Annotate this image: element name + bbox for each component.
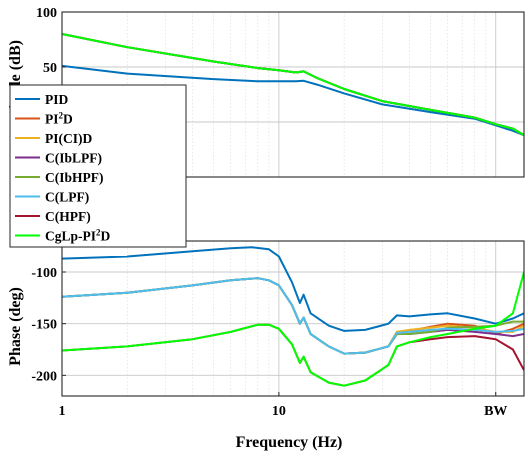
legend-entry-label: PID (45, 92, 69, 107)
phase-axes-box (61, 240, 525, 397)
legend-entry-label: PI2D (45, 111, 73, 127)
phase-series-line-pid (62, 246, 524, 332)
phase-xtick-label: BW (484, 404, 507, 419)
mag-ytick-label: 100 (36, 6, 57, 21)
phase-ytick-label: -150 (31, 318, 57, 333)
legend-text-part: C(IbHPF) (45, 170, 104, 185)
legend-entry-label: C(IbHPF) (45, 170, 104, 185)
phase-ytick-label: -100 (31, 266, 57, 281)
legend-superscript: 2 (59, 111, 64, 121)
legend-entry-label: PI(CI)D (45, 131, 92, 146)
phase-series (62, 246, 524, 387)
legend-entry-label: C(HPF) (45, 209, 91, 224)
legend-text-part: PI (45, 112, 59, 127)
mag-ytick-label: 50 (43, 61, 57, 76)
phase-y-axis-label: Phase (deg) (7, 287, 24, 366)
legend-text-part: PID (45, 92, 69, 107)
legend-entry-label: C(LPF) (45, 190, 89, 205)
legend-superscript: 2 (96, 228, 101, 238)
phase-series-line-cglp-pi2d (62, 271, 524, 387)
mag-series-line-cglp-pi2d (62, 33, 524, 137)
phase-panel: -100 -150 -200 Phase (deg) 1 10 BW Frequency (H… (7, 240, 525, 451)
legend-text-part: C(HPF) (45, 209, 91, 224)
phase-plot-area (62, 241, 524, 396)
x-axis-label: Frequency (Hz) (236, 434, 343, 451)
legend-text-part: D (63, 112, 73, 127)
legend-text-part: C(LPF) (45, 190, 89, 205)
legend-text-part: C(IbLPF) (45, 151, 102, 166)
legend-box (9, 84, 187, 248)
phase-xtick-label: 1 (59, 404, 66, 419)
legend-text-part: PI(CI)D (45, 131, 92, 146)
legend-text-part: CgLp-PI (45, 229, 96, 244)
phase-series-line-c-lpf- (62, 277, 524, 355)
phase-ytick-label: -200 (31, 369, 57, 384)
mag-series (62, 33, 524, 137)
phase-xtick-label: 10 (272, 404, 286, 419)
legend-entry-label: C(IbLPF) (45, 151, 102, 166)
legend-text-part: D (101, 229, 111, 244)
legend-entry-label: CgLp-PI2D (45, 228, 111, 244)
mag-series-line-pid (62, 64, 524, 137)
phase-grid (62, 241, 524, 396)
legend: PIDPI2DPI(CI)DC(IbLPF)C(IbHPF)C(LPF)C(HP… (9, 84, 187, 248)
